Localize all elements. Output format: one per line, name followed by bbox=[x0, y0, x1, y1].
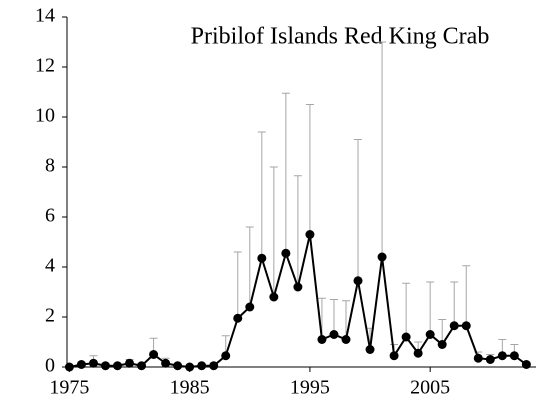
data-point bbox=[245, 302, 255, 312]
data-point bbox=[449, 321, 459, 331]
data-point bbox=[377, 252, 387, 262]
chart-title: Pribilof Islands Red King Crab bbox=[191, 24, 490, 50]
data-point bbox=[461, 321, 471, 331]
data-point bbox=[173, 361, 183, 371]
data-point bbox=[353, 276, 363, 286]
x-tick-label: 1985 bbox=[170, 377, 210, 399]
data-point bbox=[389, 351, 399, 361]
data-point bbox=[221, 351, 231, 361]
data-point bbox=[64, 362, 74, 372]
x-tick-label: 1975 bbox=[49, 377, 89, 399]
y-tick-label: 6 bbox=[45, 205, 55, 227]
data-point bbox=[185, 362, 195, 372]
y-tick-label: 0 bbox=[45, 355, 55, 377]
data-point bbox=[233, 313, 243, 323]
data-point bbox=[305, 230, 315, 239]
data-point bbox=[293, 282, 303, 292]
x-tick-label: 2005 bbox=[410, 377, 450, 399]
y-tick-label: 12 bbox=[35, 55, 55, 77]
data-point bbox=[473, 353, 483, 363]
y-tick-label: 8 bbox=[45, 155, 55, 177]
data-point bbox=[257, 253, 267, 263]
data-point bbox=[329, 330, 339, 339]
data-point bbox=[281, 248, 291, 258]
y-tick-label: 10 bbox=[35, 105, 55, 127]
data-point bbox=[161, 358, 171, 368]
data-point bbox=[341, 335, 351, 344]
data-point bbox=[497, 351, 507, 361]
data-point bbox=[437, 340, 447, 349]
data-point bbox=[317, 335, 327, 344]
data-point bbox=[209, 361, 219, 371]
y-tick-label: 14 bbox=[35, 5, 55, 27]
data-point bbox=[137, 361, 147, 371]
y-tick-label: 4 bbox=[45, 255, 55, 277]
data-point bbox=[269, 292, 279, 302]
data-point bbox=[149, 350, 159, 359]
data-point bbox=[521, 360, 531, 369]
data-point bbox=[125, 358, 135, 368]
data-point bbox=[113, 361, 123, 371]
data-point bbox=[413, 348, 423, 358]
data-point bbox=[425, 330, 435, 339]
data-point bbox=[100, 361, 110, 371]
data-point bbox=[197, 361, 207, 371]
data-point bbox=[365, 345, 375, 354]
data-point bbox=[509, 351, 519, 361]
data-point bbox=[88, 358, 98, 368]
data-point bbox=[76, 360, 86, 369]
y-tick-label: 2 bbox=[45, 305, 55, 327]
data-point bbox=[485, 355, 495, 364]
data-point bbox=[401, 332, 411, 342]
x-tick-label: 1995 bbox=[290, 377, 330, 399]
